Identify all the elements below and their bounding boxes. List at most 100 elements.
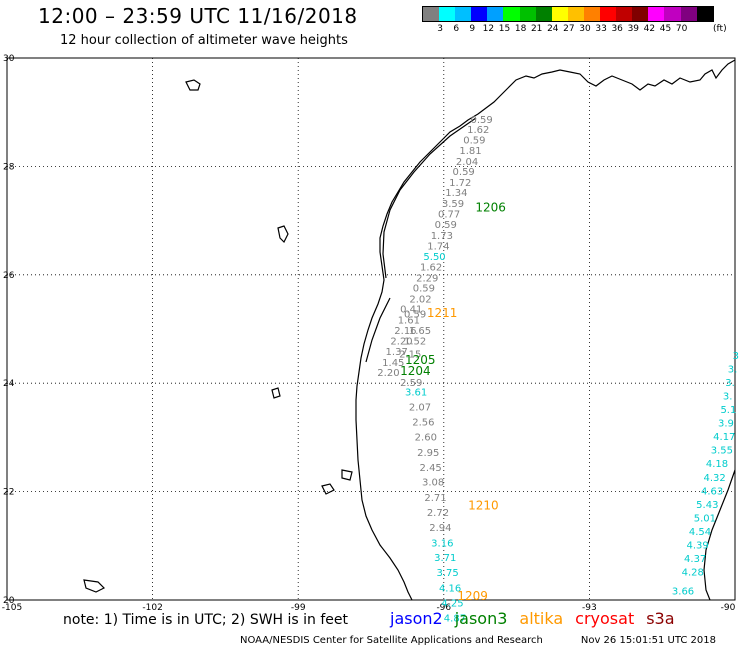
wave-height-value: 1.65 — [409, 326, 431, 337]
legend-entry-jason3: jason3 — [454, 609, 508, 628]
wave-height-value: 3.16 — [431, 538, 453, 549]
chart-title: 12:00 – 23:59 UTC 11/16/2018 — [38, 4, 358, 28]
latitude-tick-label: 28 — [3, 162, 15, 172]
satellite-legend: jason2 jason3 altika cryosat s3a — [390, 609, 675, 628]
pass-time-labels: 1206121112051204121012091616 — [400, 200, 740, 603]
colorbar-swatch — [664, 7, 681, 21]
wave-height-value: 1.34 — [445, 188, 467, 199]
wave-height-value: 3.08 — [422, 478, 444, 489]
wave-height-value: 3.59 — [442, 199, 464, 210]
lake-outline — [341, 469, 353, 481]
wave-height-value: 2.20 — [377, 368, 399, 379]
wave-height-value: 1.74 — [427, 241, 449, 252]
colorbar-swatch — [600, 7, 617, 21]
wave-height-value: 1.62 — [420, 262, 442, 273]
lake-outline — [277, 225, 289, 244]
pass-time-label: 1206 — [475, 200, 506, 214]
pass-time-label: 1204 — [400, 364, 431, 378]
wave-height-colorbar: 3 6 9 12 15 18 21 24 27 30 33 36 39 42 45 70 (ft) — [422, 6, 727, 34]
coastline — [83, 59, 736, 601]
lake-outline — [83, 579, 106, 593]
lake-outline — [185, 79, 201, 91]
wave-height-value: 3. — [725, 378, 735, 389]
wave-height-value: 1.62 — [467, 125, 489, 136]
wave-height-value: 4.63 — [701, 486, 723, 497]
latitude-tick-label: 24 — [3, 379, 15, 389]
wave-height-value: 3.66 — [672, 587, 694, 598]
wave-height-value: 2.94 — [429, 523, 451, 534]
wave-height-value: 1.45 — [382, 358, 404, 369]
wave-height-value: 5.1 — [720, 405, 736, 416]
longitude-tick-label: -102 — [142, 603, 162, 613]
credit-text: NOAA/NESDIS Center for Satellite Applica… — [240, 635, 543, 646]
wave-height-value: 0.77 — [438, 209, 460, 220]
colorbar-swatch — [680, 7, 697, 21]
legend-entry-jason2: jason2 — [390, 609, 443, 628]
pass-time-label: 1205 — [405, 353, 436, 367]
longitude-tick-label: -96 — [436, 603, 451, 613]
barrier-island — [382, 117, 477, 279]
colorbar-label: 21 — [530, 24, 543, 34]
colorbar-swatch — [503, 7, 520, 21]
wave-height-value: 4.87 — [444, 614, 466, 625]
map-frame — [6, 57, 736, 601]
axis-tick-labels: -105 -102 -99 -96 -93 -90 30 28 26 24 22 20 — [2, 54, 736, 613]
wave-height-value: 2.60 — [415, 433, 437, 444]
wave-height-value: 1.72 — [449, 178, 471, 189]
wave-height-value: 2.02 — [409, 294, 431, 305]
colorbar-swatch — [696, 7, 713, 21]
colorbar-label: 15 — [498, 24, 511, 34]
colorbar-swatch — [471, 7, 488, 21]
wave-height-value: 1.73 — [431, 231, 453, 242]
longitude-tick-label: -105 — [2, 603, 22, 613]
colorbar-swatch — [632, 7, 649, 21]
wave-height-value: 4.25 — [441, 599, 463, 610]
wave-height-value: 2.71 — [424, 493, 446, 504]
wave-height-value: 3.9 — [718, 419, 734, 430]
latitude-tick-label: 26 — [3, 271, 15, 281]
wave-height-value: 4.17 — [713, 432, 735, 443]
latitude-tick-label: 30 — [3, 54, 15, 64]
wave-height-value: 2.20 — [390, 337, 412, 348]
wave-height-observations: 0.591.620.591.812.040.591.721.343.590.77… — [377, 115, 739, 625]
wave-height-value: 2.16 — [394, 326, 416, 337]
colorbar-swatch — [551, 7, 568, 21]
latitude-tick-label: 20 — [3, 596, 15, 606]
wave-height-value: 2.56 — [412, 417, 434, 428]
gulf-coastline — [355, 59, 736, 601]
colorbar-label: 45 — [659, 24, 672, 34]
wave-height-value: 0.59 — [435, 220, 457, 231]
lake-outline — [271, 387, 281, 399]
yucatan-coast — [703, 469, 736, 601]
wave-height-value: 1.37 — [386, 347, 408, 358]
wave-height-value: 2.15 — [399, 350, 421, 361]
colorbar-label: 3 — [437, 24, 443, 34]
wave-height-value: 4.28 — [682, 568, 704, 579]
pass-time-label: 1209 — [457, 589, 488, 603]
legend-entry-altika: altika — [519, 609, 564, 628]
wave-height-value: 0.41 — [400, 305, 422, 316]
wave-height-value: 3.55 — [711, 446, 733, 457]
wave-height-value: 0.59 — [413, 284, 435, 295]
wave-height-value: 4.54 — [689, 527, 711, 538]
colorbar-label: 18 — [514, 24, 527, 34]
legend-entry-cryosat: cryosat — [575, 609, 635, 628]
longitude-tick-label: -99 — [291, 603, 306, 613]
colorbar-label: 36 — [611, 24, 623, 34]
timestamp-text: Nov 26 15:01:51 UTC 2018 — [580, 635, 717, 646]
wave-height-value: 3.61 — [405, 388, 427, 399]
barrier-island — [365, 297, 391, 363]
colorbar-label: 6 — [453, 24, 460, 34]
wave-height-value: 4.18 — [706, 459, 728, 470]
footer-credit: NOAA/NESDIS Center for Satellite Applica… — [240, 635, 740, 646]
colorbar-label: 27 — [563, 24, 575, 34]
wave-height-value: 0.59 — [463, 136, 485, 147]
pass-time-label: 1211 — [427, 306, 458, 320]
wave-height-value: 3.75 — [437, 568, 459, 579]
wave-height-value: 1.52 — [404, 337, 426, 348]
wave-height-value: 3 — [733, 351, 739, 362]
colorbar-swatch — [616, 7, 633, 21]
wave-height-value: 2.45 — [420, 463, 442, 474]
wave-height-value: 3.71 — [434, 553, 456, 564]
pass-time-label: 1210 — [468, 498, 499, 512]
